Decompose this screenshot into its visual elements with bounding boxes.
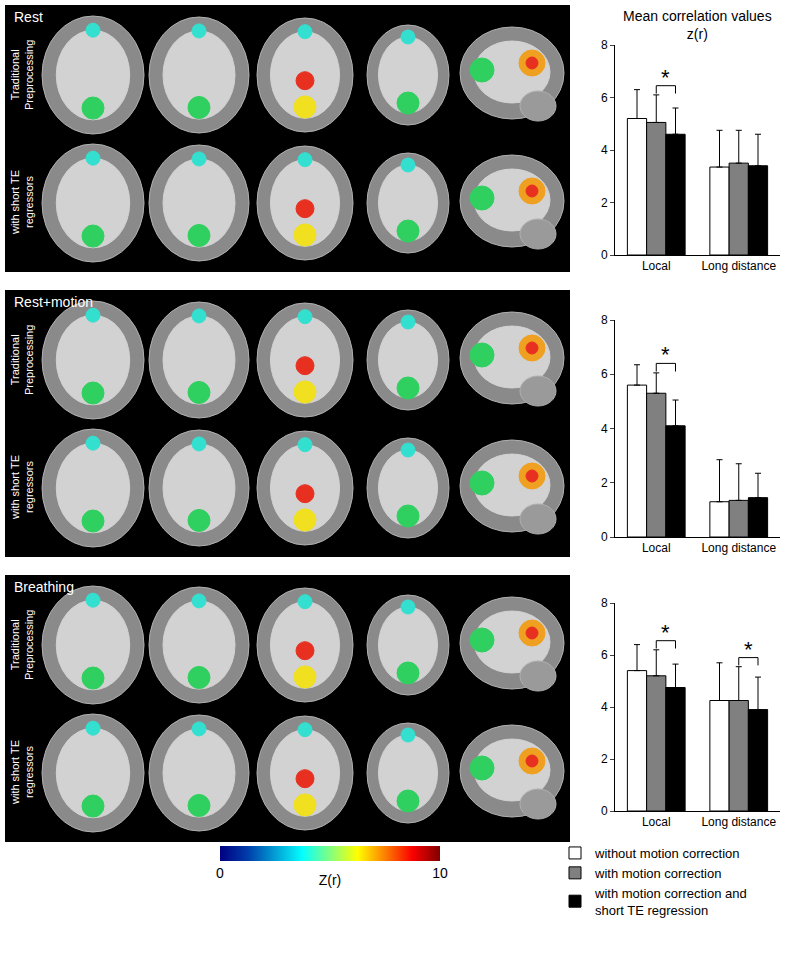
svg-text:with short TEregressors: with short TEregressors <box>9 170 35 235</box>
svg-text:0: 0 <box>601 248 608 262</box>
svg-text:Long distance: Long distance <box>701 815 776 829</box>
svg-text:TraditionalPreprocessing: TraditionalPreprocessing <box>9 325 35 395</box>
svg-text:Breathing: Breathing <box>14 579 74 595</box>
svg-text:TraditionalPreprocessing: TraditionalPreprocessing <box>9 40 35 110</box>
svg-text:6: 6 <box>601 367 608 381</box>
svg-text:2: 2 <box>601 752 608 766</box>
svg-text:with short TEregressors: with short TEregressors <box>9 455 35 520</box>
svg-text:10: 10 <box>432 865 448 881</box>
svg-text:Long distance: Long distance <box>701 259 776 273</box>
svg-text:4: 4 <box>601 700 608 714</box>
svg-text:8: 8 <box>601 38 608 52</box>
svg-text:2: 2 <box>601 196 608 210</box>
svg-text:with motion correction andshor: with motion correction andshort TE regre… <box>594 886 747 918</box>
svg-text:Rest+motion: Rest+motion <box>14 294 93 310</box>
svg-text:*: * <box>661 65 670 90</box>
svg-text:0: 0 <box>216 865 224 881</box>
svg-text:2: 2 <box>601 476 608 490</box>
svg-text:6: 6 <box>601 648 608 662</box>
svg-text:with short TEregressors: with short TEregressors <box>9 740 35 805</box>
svg-text:Z(r): Z(r) <box>319 872 342 888</box>
svg-text:without motion correction: without motion correction <box>594 846 740 861</box>
svg-text:8: 8 <box>601 313 608 327</box>
svg-text:Rest: Rest <box>14 9 43 25</box>
svg-text:6: 6 <box>601 91 608 105</box>
svg-text:Local: Local <box>642 259 671 273</box>
svg-text:*: * <box>744 637 753 662</box>
svg-text:8: 8 <box>601 596 608 610</box>
svg-text:TraditionalPreprocessing: TraditionalPreprocessing <box>9 610 35 680</box>
svg-text:Local: Local <box>642 815 671 829</box>
svg-text:0: 0 <box>601 804 608 818</box>
svg-text:4: 4 <box>601 422 608 436</box>
svg-text:with motion correction: with motion correction <box>594 866 721 881</box>
svg-text:Long distance: Long distance <box>701 541 776 555</box>
svg-text:*: * <box>661 342 670 367</box>
svg-text:Local: Local <box>642 541 671 555</box>
svg-text:*: * <box>661 620 670 645</box>
svg-text:Mean correlation valuesz(r): Mean correlation valuesz(r) <box>623 8 772 42</box>
svg-text:4: 4 <box>601 143 608 157</box>
svg-text:0: 0 <box>601 530 608 544</box>
